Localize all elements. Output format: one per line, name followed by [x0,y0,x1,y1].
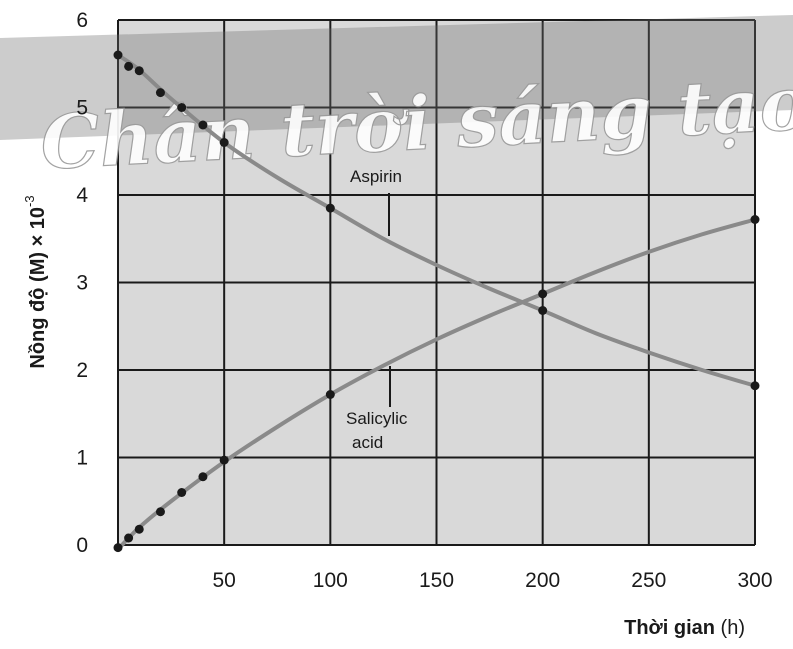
y-tick-label: 1 [76,447,88,470]
data-point-salicylic-acid [113,543,123,553]
data-point-salicylic-acid [219,455,229,465]
x-tick-label: 150 [419,569,454,592]
markers [113,50,760,553]
data-point-aspirin [538,306,548,315]
ticks: 0 1 2 3 4 5 6 50 100 150 200 250 300 [76,9,772,592]
grid [117,19,756,546]
data-point-aspirin [750,381,760,391]
data-point-salicylic-acid [538,289,548,299]
x-axis-label: Thời gian (h) [624,617,745,639]
y-axis-label-exponent: -3 [22,195,37,207]
aspirin-label: Aspirin [350,167,402,186]
data-point-salicylic-acid [198,472,208,482]
series-line-salicylic-acid [116,217,757,552]
data-point-aspirin [113,50,123,60]
data-point-aspirin [177,103,187,112]
data-point-salicylic-acid [325,390,335,399]
salicylic-acid-label: Salicylic [346,409,408,428]
curves [116,53,757,552]
data-point-aspirin [325,203,335,213]
data-point-salicylic-acid [155,507,165,517]
watermark-band [0,15,793,140]
data-point-salicylic-acid [134,524,144,534]
x-axis-label-unit: (h) [715,617,745,639]
svg-text:Nồng độ (M) × 10-3: Nồng độ (M) × 10-3 [22,195,49,368]
data-point-aspirin [219,138,229,147]
y-axis-label: Nồng độ (M) × 10-3 [22,195,49,368]
x-tick-label: 300 [737,569,772,592]
y-tick-label: 5 [76,97,88,120]
salicylic-acid-label: acid [352,433,383,452]
data-point-aspirin [198,120,208,130]
y-tick-label: 0 [76,534,88,557]
data-point-salicylic-acid [124,533,134,543]
y-tick-label: 6 [76,9,88,32]
data-point-salicylic-acid [750,215,760,224]
y-tick-label: 2 [76,359,88,382]
x-tick-label: 50 [212,569,235,592]
data-point-aspirin [134,66,144,76]
data-point-aspirin [124,61,134,71]
data-point-aspirin [155,88,165,98]
annotations: Aspirin Salicylic acid [346,167,408,452]
data-point-salicylic-acid [177,488,187,497]
y-axis-label-main: Nồng độ (M) × 10 [27,207,49,369]
y-tick-label: 4 [76,184,88,207]
series-line-aspirin [116,53,757,388]
x-tick-label: 250 [631,569,666,592]
x-axis-label-main: Thời gian [624,617,715,639]
y-tick-label: 3 [76,272,88,295]
x-tick-label: 100 [313,569,348,592]
x-tick-label: 200 [525,569,560,592]
